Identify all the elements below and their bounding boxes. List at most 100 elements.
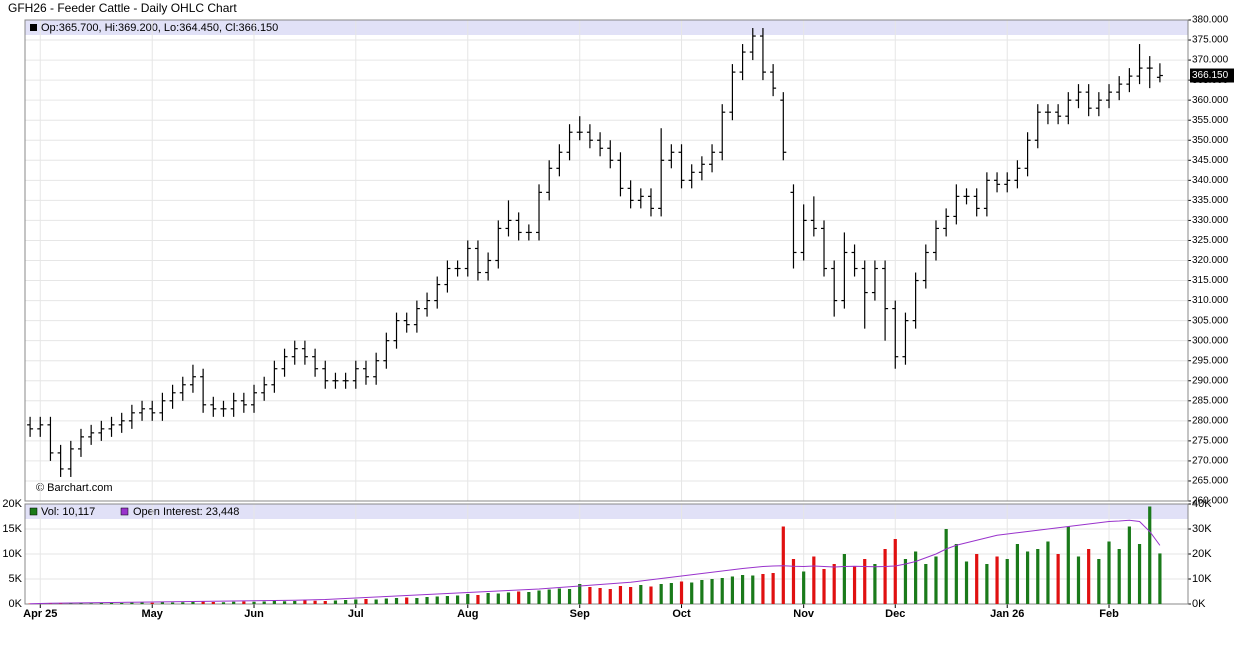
y-tick-label: 310.000 [1192, 295, 1229, 306]
volume-bar [394, 598, 399, 604]
y-tick-label: 260.000 [1192, 496, 1229, 507]
volume-bar [903, 559, 908, 604]
volume-bar [28, 603, 32, 604]
y-tick-label: 360.000 [1192, 95, 1229, 106]
legend-band [25, 504, 1188, 519]
volume-bar [588, 587, 592, 604]
y-tick-label: 315.000 [1192, 275, 1229, 286]
volume-bar [160, 602, 165, 604]
volume-bar [832, 564, 836, 604]
volume-bar [415, 598, 419, 604]
volume-bar [608, 589, 612, 604]
volume-bar [221, 602, 226, 604]
y-tick-label: 300.000 [1192, 335, 1229, 346]
y-tick-label: 370.000 [1192, 55, 1229, 66]
x-tick-label: Jan 26 [990, 608, 1024, 620]
volume-bar [466, 594, 470, 604]
y-tick-label: 305.000 [1192, 315, 1229, 326]
y-tick-label: 285.000 [1192, 395, 1229, 406]
last-price-box [1190, 68, 1234, 83]
volume-bar [730, 576, 735, 604]
panel-frame [24, 19, 1189, 502]
volume-bar [1066, 526, 1070, 604]
volume-bar [170, 602, 175, 604]
volume-bar [527, 592, 531, 604]
volume-bar [1097, 559, 1101, 604]
volume-bar [425, 597, 429, 604]
volume-bar [1025, 551, 1030, 604]
volume-bar [761, 574, 765, 604]
volume-bar [578, 584, 582, 604]
x-tick-label: Jul [348, 608, 364, 620]
y-tick-label: 295.000 [1192, 355, 1229, 366]
panel-frame [24, 503, 1189, 605]
volume-bar [995, 556, 999, 604]
volume-bar [802, 571, 806, 604]
legend-band [25, 20, 1188, 35]
y2-tick-label: 40K [1192, 498, 1212, 510]
volume-bar [537, 590, 541, 604]
volume-bar [873, 564, 877, 604]
volume-bar [99, 603, 103, 604]
volume-bar [924, 564, 928, 604]
y2-tick-label: 30K [1192, 523, 1212, 535]
y2-tick-label: 20K [1192, 548, 1212, 560]
y-tick-label: 10K [2, 548, 22, 560]
volume-bar [1076, 556, 1081, 604]
volume-bar [476, 595, 480, 604]
legend-swatch [29, 507, 38, 516]
y-tick-label: 275.000 [1192, 436, 1229, 447]
volume-bar [181, 602, 185, 604]
volume-bar [852, 566, 857, 604]
volume-bar [964, 561, 969, 604]
volume-bar [659, 584, 663, 604]
volume-bar [333, 600, 338, 604]
volume-bar [954, 544, 958, 604]
volume-bar [985, 564, 989, 604]
y-tick-label: 355.000 [1192, 115, 1229, 126]
volume-bar [79, 603, 83, 604]
volume-bar [293, 601, 297, 604]
volume-bar [252, 601, 256, 604]
volume-bar [679, 581, 684, 604]
volume-bar [405, 597, 409, 604]
watermark: © Barchart.com [36, 482, 113, 494]
volume-bar [1107, 541, 1111, 604]
volume-bar [272, 601, 276, 604]
volume-bar [863, 559, 867, 604]
volume-bar [1005, 559, 1009, 604]
volume-bar [669, 583, 673, 604]
volume-bar [517, 591, 521, 604]
volume-bar [130, 602, 134, 604]
x-tick-label: Sep [570, 608, 590, 620]
volume-bar [812, 556, 816, 604]
y-tick-label: 5K [9, 573, 23, 585]
y-tick-label: 325.000 [1192, 235, 1229, 246]
volume-bar [354, 599, 358, 604]
y-tick-label: 375.000 [1192, 35, 1229, 46]
volume-bar [344, 600, 348, 604]
y-tick-label: 345.000 [1192, 155, 1229, 166]
volume-bar [232, 601, 236, 604]
volume-bar [1127, 526, 1131, 604]
volume-bar [506, 592, 511, 604]
x-tick-label: Aug [457, 608, 478, 620]
y-tick-label: 380.000 [1192, 15, 1229, 26]
volume-bar [201, 601, 205, 604]
x-tick-label: Jun [244, 608, 264, 620]
x-tick-label: Feb [1099, 608, 1119, 620]
volume-bar [740, 575, 745, 604]
y-tick-label: 0K [9, 598, 23, 610]
volume-bar [1015, 544, 1020, 604]
volume-bar [883, 549, 887, 604]
y-tick-label: 280.000 [1192, 415, 1229, 426]
volume-bar [557, 588, 561, 604]
volume-bar [384, 598, 388, 604]
legend-swatch [120, 507, 129, 516]
y-tick-label: 320.000 [1192, 255, 1229, 266]
volume-bar [1158, 553, 1162, 604]
y-tick-label: 290.000 [1192, 375, 1229, 386]
legend-text: Op:365.700, Hi:369.200, Lo:364.450, Cl:3… [41, 22, 278, 34]
